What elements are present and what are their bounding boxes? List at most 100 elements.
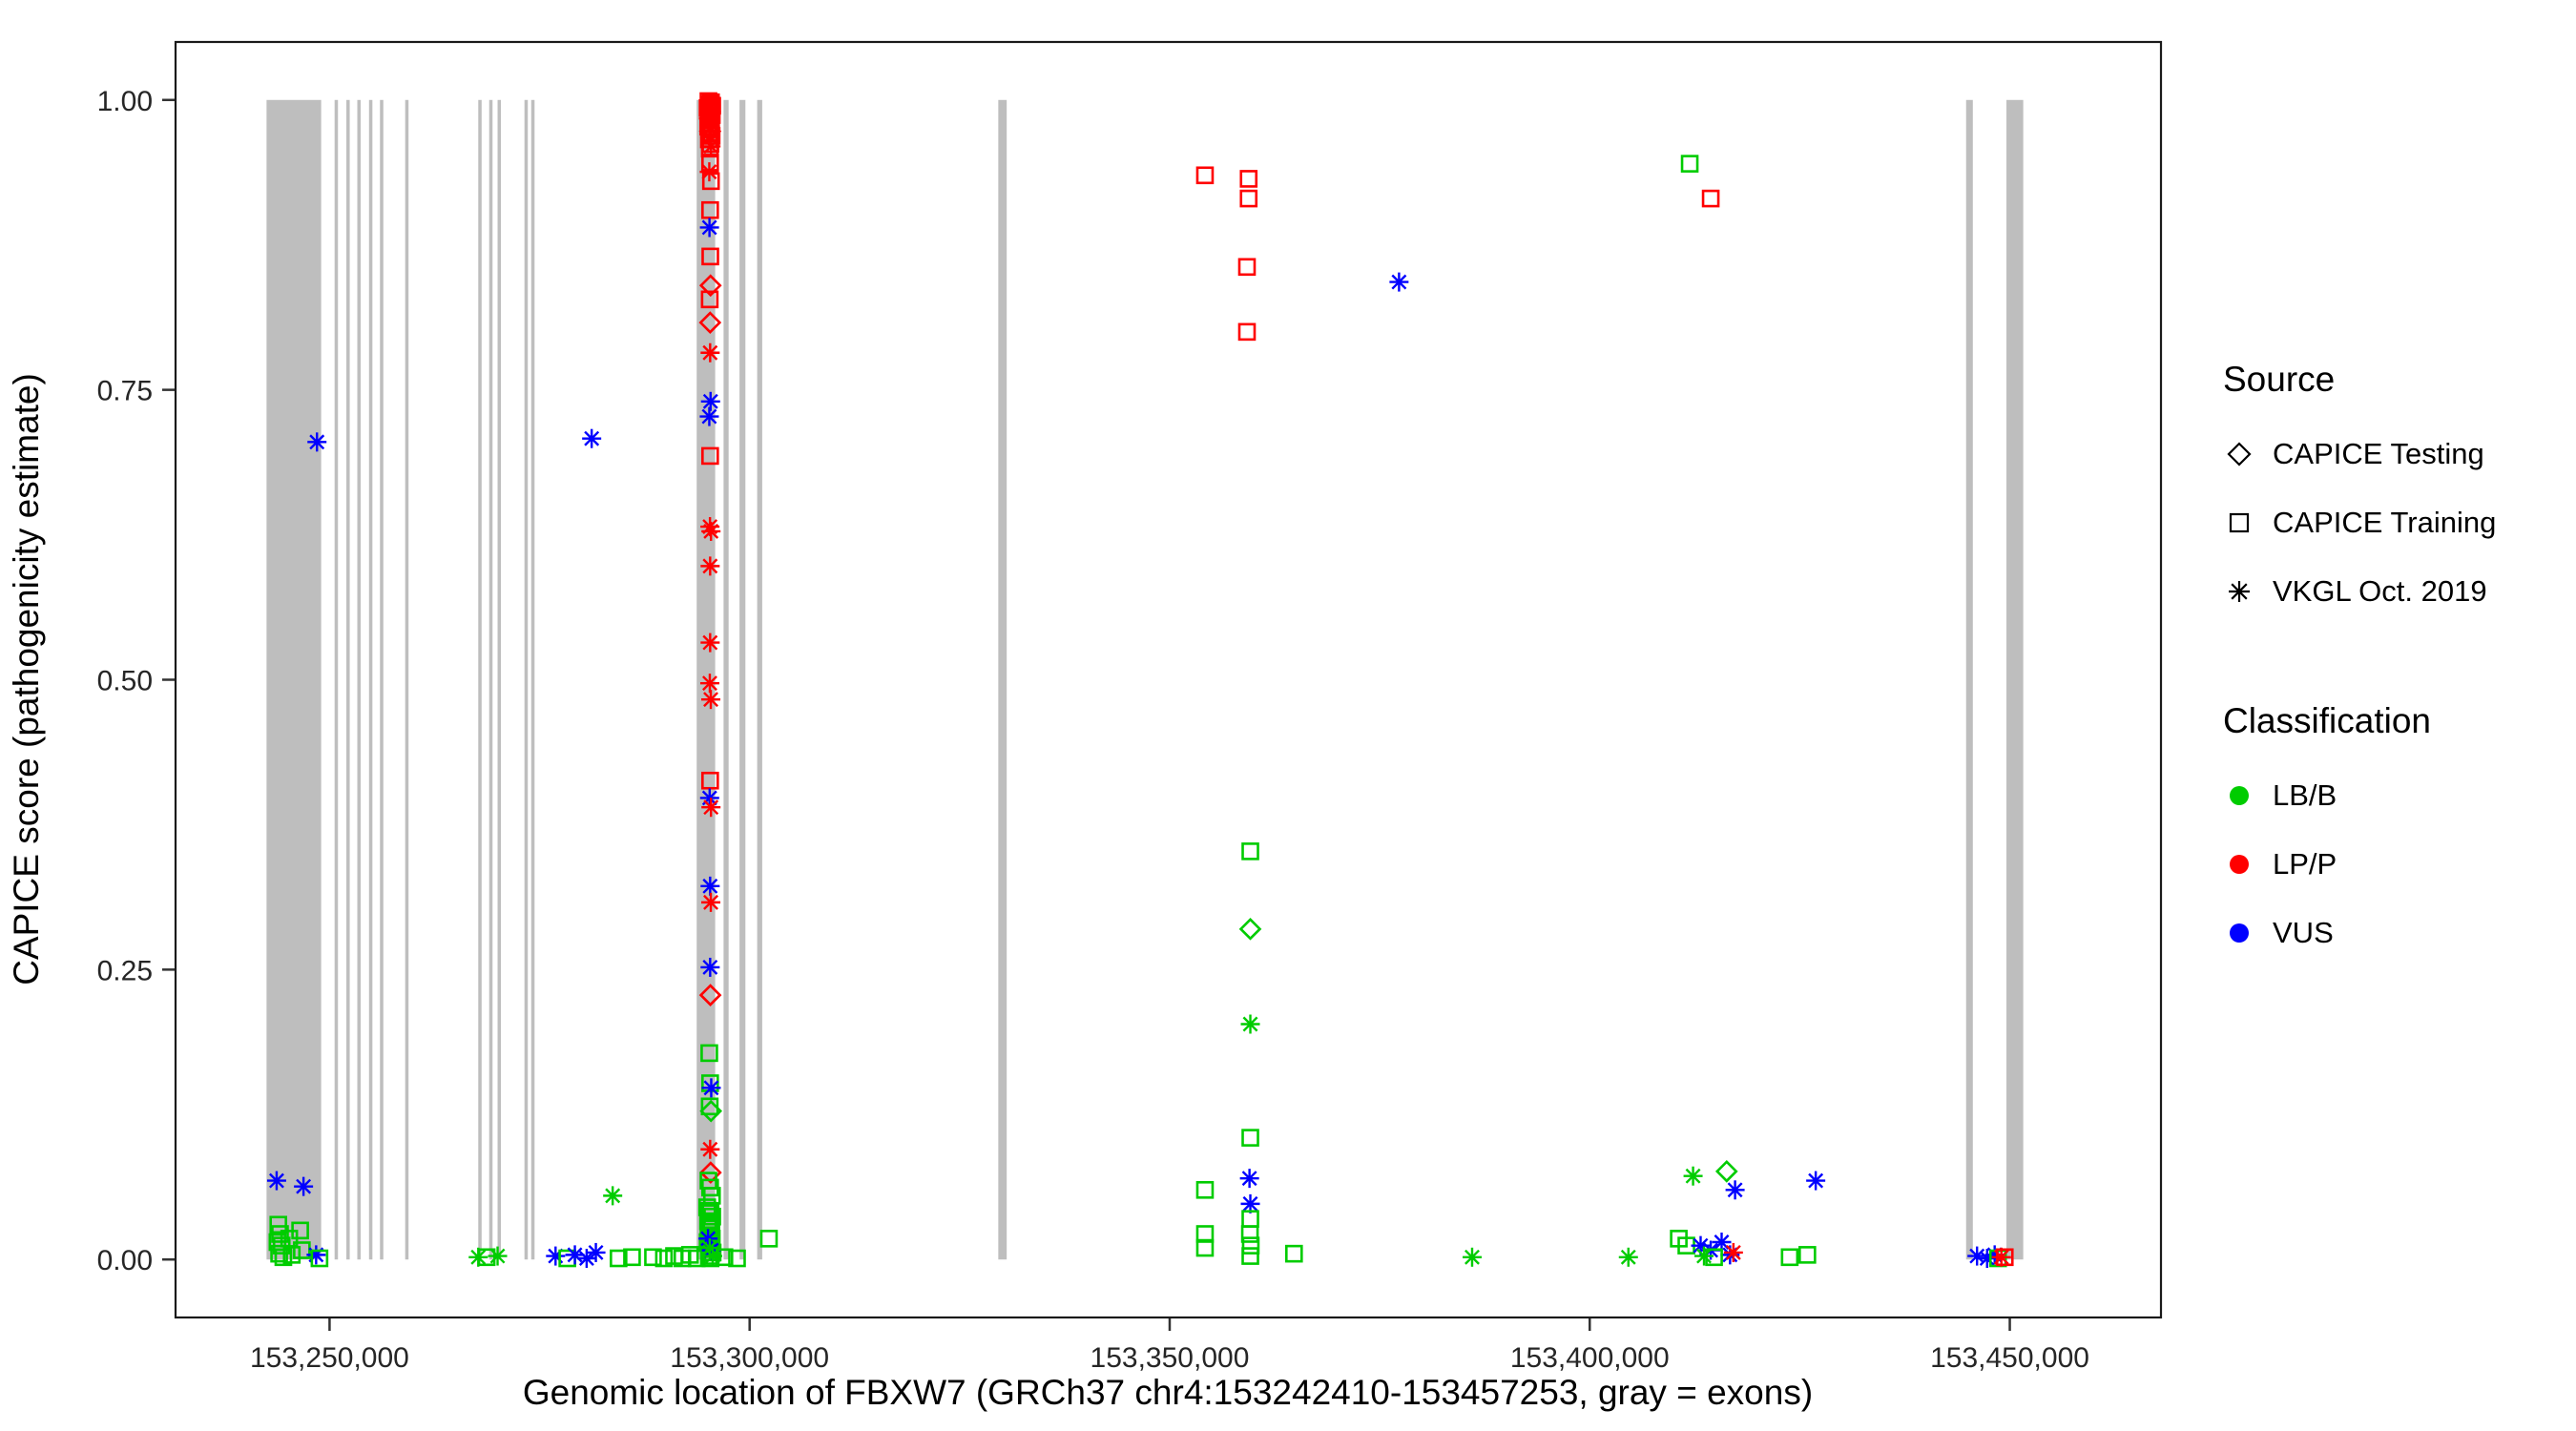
data-point (291, 1221, 309, 1240)
legend-item-label: LP/P (2273, 847, 2337, 881)
y-tick-label: 1.00 (97, 86, 153, 117)
data-point (654, 1249, 674, 1268)
data-point (293, 1241, 311, 1259)
data-point (1241, 842, 1259, 861)
data-point (701, 247, 719, 266)
data-point (701, 798, 721, 818)
exon-band (346, 99, 350, 1260)
exon-band (357, 99, 362, 1260)
data-point (699, 406, 719, 426)
data-point (701, 446, 719, 466)
data-point (701, 690, 721, 710)
data-point (1389, 272, 1409, 292)
data-point (697, 1198, 717, 1216)
data-point (698, 119, 722, 143)
data-point (1239, 189, 1258, 208)
data-point (701, 771, 719, 790)
y-tick-label: 0.75 (97, 376, 153, 407)
data-point (699, 218, 719, 238)
data-point (699, 1099, 723, 1123)
data-point (269, 1215, 288, 1234)
data-point (1723, 1242, 1743, 1262)
exon-band (998, 99, 1008, 1260)
data-point (1195, 1238, 1215, 1257)
data-point (699, 674, 719, 694)
data-point (1241, 1129, 1259, 1147)
y-tick-label: 0.50 (97, 666, 153, 697)
data-point (701, 172, 720, 191)
data-point (699, 162, 719, 182)
x-tick-label: 153,450,000 (1930, 1342, 2089, 1374)
data-point (282, 1246, 301, 1264)
legend-item-lpp: LP/P (2223, 830, 2566, 899)
data-point (1241, 1247, 1259, 1265)
exon-band (2006, 99, 2024, 1260)
exon-bands-layer (266, 99, 2024, 1260)
exon-band (723, 99, 729, 1260)
data-point (310, 1249, 329, 1268)
data-point (1237, 322, 1257, 342)
data-point (699, 1201, 718, 1220)
data-point (698, 311, 722, 334)
data-points-layer (266, 92, 2014, 1269)
data-point (700, 1044, 718, 1063)
legend-item-capice-testing: CAPICE Testing (2223, 420, 2566, 488)
axis-ticks-layer: 153,250,000 153,300,000 153,350,000 153,400… (97, 86, 2089, 1374)
data-point (700, 342, 720, 363)
y-axis-title: CAPICE score (pathogenicity estimate) (7, 373, 46, 985)
data-point (270, 1244, 288, 1263)
data-point (715, 1248, 734, 1267)
data-point (477, 1248, 496, 1267)
data-point (1285, 1244, 1303, 1263)
legend-item-label: VUS (2273, 916, 2334, 949)
x-tick-label: 153,300,000 (670, 1342, 829, 1374)
square-icon (2229, 512, 2250, 533)
exon-band (266, 99, 322, 1260)
data-point (701, 521, 721, 541)
data-point (700, 876, 720, 896)
data-point (1798, 1246, 1817, 1264)
legend-item-label: CAPICE Testing (2273, 437, 2484, 470)
legend: Source CAPICE Testing CAPICE Training (2223, 361, 2566, 967)
exon-band (334, 99, 339, 1260)
data-point (1241, 1210, 1259, 1228)
x-tick-label: 153,350,000 (1091, 1342, 1250, 1374)
legend-item-label: LB/B (2273, 778, 2337, 812)
data-point (1239, 1169, 1259, 1189)
data-point (644, 1248, 662, 1267)
data-point (1240, 1225, 1259, 1243)
data-point (700, 391, 720, 411)
data-point (1462, 1247, 1482, 1267)
data-point (582, 428, 602, 448)
y-tick-label: 0.00 (97, 1245, 153, 1276)
data-point (623, 1248, 641, 1267)
x-tick-label: 153,400,000 (1510, 1342, 1670, 1374)
data-point (698, 984, 722, 1006)
data-point (1806, 1171, 1826, 1191)
data-point (294, 1176, 314, 1196)
data-point (1195, 166, 1215, 185)
asterisk-icon (2229, 581, 2250, 602)
data-point (1237, 258, 1257, 277)
exon-band (497, 99, 502, 1260)
exon-band (757, 99, 762, 1260)
legend-source-title: Source (2223, 360, 2336, 399)
exon-band (530, 99, 535, 1260)
exon-band (405, 99, 409, 1260)
exon-band (478, 99, 482, 1260)
data-point (1195, 1225, 1215, 1243)
data-point (699, 1161, 722, 1184)
data-point (700, 290, 719, 309)
data-point (698, 274, 722, 298)
x-tick-label: 153,250,000 (250, 1342, 409, 1374)
data-point (1238, 917, 1262, 941)
exon-band (524, 99, 529, 1260)
data-point (700, 556, 720, 576)
data-point (1680, 155, 1699, 173)
exon-band (368, 99, 373, 1260)
data-point (1977, 1249, 1997, 1269)
plot-panel-border (174, 40, 2163, 1319)
y-tick-label: 0.25 (97, 955, 153, 986)
